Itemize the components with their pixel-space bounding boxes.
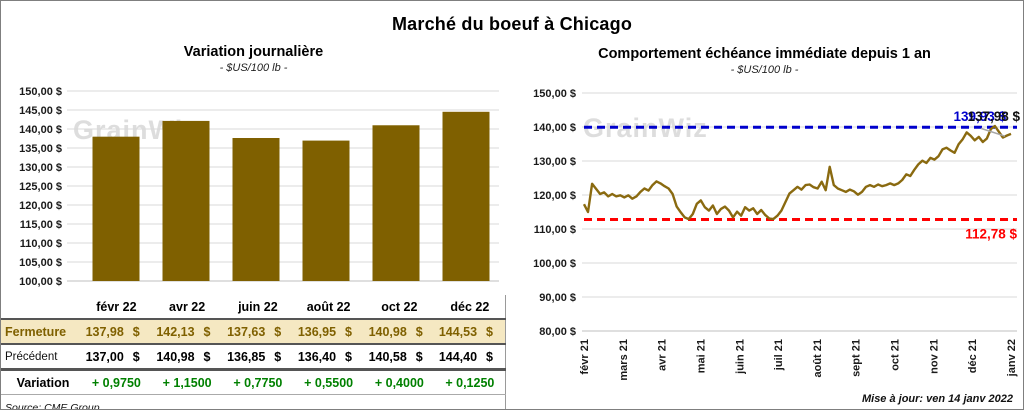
page-title: Marché du boeuf à Chicago	[391, 14, 633, 34]
y-axis-label: 120,00 $	[19, 200, 62, 212]
table-cell: 140,98 $	[368, 324, 423, 339]
table-cell: 137,63 $	[227, 324, 282, 339]
table-cell: 137,00 $	[85, 349, 140, 364]
bar	[302, 140, 350, 281]
bar	[442, 111, 490, 281]
table-cell: 136,85 $	[227, 349, 282, 364]
table-cell: + 0,4000	[374, 375, 424, 390]
row-label-fermeture: Fermeture	[5, 324, 67, 339]
table-row-variation: Variation + 0,9750 + 1,1500 + 0,7750 + 0,55…	[1, 370, 506, 395]
x-axis-label: janv 22	[1006, 339, 1018, 377]
table-source-row: Source: CME Group	[1, 395, 506, 410]
table-cell: 136,95 $	[297, 324, 352, 339]
month-header: avr 22	[169, 299, 206, 314]
table-row-precedent: Précédent 137,00 $ 140,98 $ 136,85 $ 136,40 $ 14…	[1, 344, 506, 370]
x-axis-label: juil 21	[773, 339, 785, 371]
y-axis-label: 100,00 $	[533, 258, 576, 270]
high-threshold-label: 139,93 $	[953, 109, 1006, 124]
row-label-precedent: Précédent	[5, 350, 58, 363]
bar	[372, 125, 420, 281]
x-axis-label: avr 21	[657, 339, 669, 371]
daily-variation-bar-chart: 100,00 $ 105,00 $ 110,00 $ 115,00 $ 120,00 $…	[19, 86, 499, 288]
bar	[92, 136, 140, 281]
y-axis-label: 100,00 $	[19, 276, 62, 288]
table-cell: + 0,9750	[91, 375, 141, 390]
y-axis-label: 110,00 $	[20, 238, 62, 250]
y-axis-label: 145,00 $	[19, 105, 62, 117]
x-axis-label: mai 21	[695, 339, 707, 373]
table-cell: 144,40 $	[438, 349, 493, 364]
table-corner-cell	[1, 295, 81, 319]
table-header-row: févr 22 avr 22 juin 22 août 22 oct 22 déc 22	[1, 295, 506, 319]
price-line	[582, 124, 1012, 221]
current-price-label: 137,98 $	[967, 109, 1020, 124]
y-axis-label: 150,00 $	[533, 88, 576, 100]
y-axis-label: 130,00 $	[19, 162, 62, 174]
bar-chart-title: Variation journalière	[183, 44, 324, 60]
x-axis-label: juin 21	[734, 339, 746, 375]
table-row-fermeture: Fermeture 137,98 $ 142,13 $ 137,63 $ 136,95 $ 14…	[1, 319, 506, 344]
x-axis-label: déc 21	[967, 339, 979, 373]
bar	[162, 120, 210, 281]
front-month-line-chart: 80,00 $ 90,00 $ 100,00 $ 110,00 $ 120,00 $ 13…	[533, 88, 1020, 381]
last-updated-text: Mise à jour: ven 14 janv 2022	[861, 393, 1013, 405]
y-axis-label: 120,00 $	[533, 190, 576, 202]
x-axis-label: mars 21	[618, 339, 630, 381]
table-cell: 142,13 $	[156, 324, 211, 339]
x-axis-label: sept 21	[851, 339, 863, 377]
y-axis-label: 110,00 $	[534, 224, 576, 236]
bar	[232, 138, 280, 281]
table-cell: 140,98 $	[156, 349, 211, 364]
x-axis-label: févr 21	[579, 339, 591, 374]
y-axis-label: 90,00 $	[539, 292, 576, 304]
x-axis-label: nov 21	[928, 339, 940, 374]
row-label-variation: Variation	[16, 375, 70, 390]
month-header: déc 22	[450, 299, 490, 314]
y-axis-label: 150,00 $	[19, 86, 62, 98]
table-cell: + 0,5500	[304, 375, 354, 390]
price-table: févr 22 avr 22 juin 22 août 22 oct 22 déc 22 …	[1, 295, 506, 410]
month-header: févr 22	[96, 299, 137, 314]
month-header: juin 22	[238, 299, 278, 314]
source-text: Source: CME Group	[5, 401, 100, 410]
bar-chart-subtitle: - $US/100 lb -	[219, 62, 288, 74]
table-cell: 144,53 $	[438, 324, 493, 339]
y-axis-label: 135,00 $	[19, 143, 62, 155]
y-axis-label: 140,00 $	[19, 124, 62, 136]
table-cell: + 0,7750	[233, 375, 283, 390]
table-cell: + 1,1500	[162, 375, 212, 390]
table-cell: + 0,1250	[445, 375, 495, 390]
y-axis-label: 130,00 $	[533, 156, 576, 168]
table-cell: 136,40 $	[297, 349, 352, 364]
y-axis-label: 125,00 $	[19, 181, 62, 193]
y-axis-label: 140,00 $	[533, 122, 576, 134]
line-chart-subtitle: - $US/100 lb -	[730, 64, 799, 76]
callout-line	[980, 127, 1006, 137]
x-axis-label: août 21	[812, 339, 824, 378]
low-threshold-label: 112,78 $	[965, 227, 1017, 242]
month-header: oct 22	[381, 299, 418, 314]
table-cell: 137,98 $	[85, 324, 140, 339]
y-axis-label: 115,00 $	[20, 219, 62, 231]
y-axis-label: 105,00 $	[19, 257, 62, 269]
line-chart-title: Comportement échéance immédiate depuis 1…	[598, 46, 931, 62]
x-axis-label: oct 21	[890, 339, 902, 371]
table-cell: 140,58 $	[368, 349, 423, 364]
month-header: août 22	[306, 299, 351, 314]
y-axis-label: 80,00 $	[539, 326, 576, 338]
